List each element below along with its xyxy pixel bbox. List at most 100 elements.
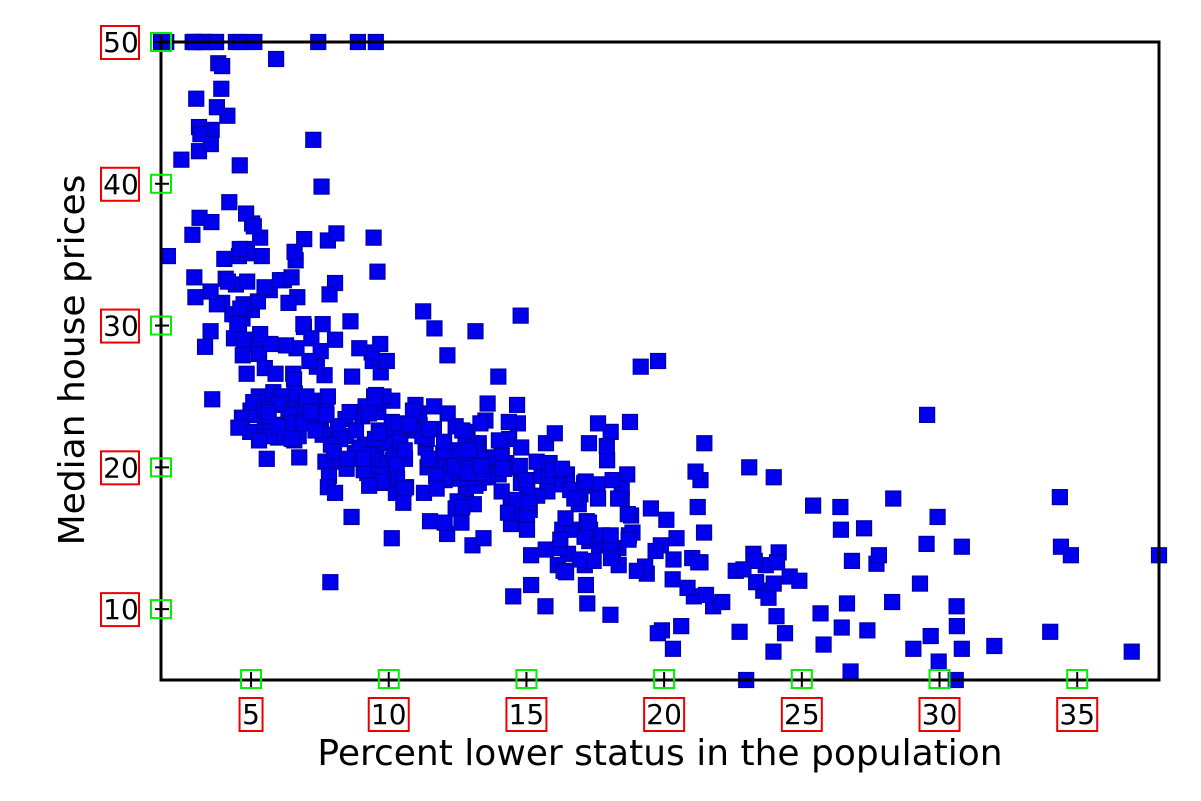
y-tick-label: 20: [103, 451, 139, 484]
data-point-circle: [733, 625, 747, 639]
data-point: [508, 396, 526, 414]
data-point: [186, 269, 203, 286]
data-point-circle: [495, 449, 509, 463]
data-point-circle: [397, 482, 411, 496]
data-point: [187, 289, 204, 306]
data-point-circle: [380, 354, 394, 368]
data-point: [459, 464, 476, 482]
data-point: [229, 316, 246, 333]
data-point-circle: [427, 399, 441, 413]
data-point: [589, 415, 607, 432]
data-point-circle: [215, 59, 229, 73]
data-point: [731, 623, 748, 640]
data-point-circle: [373, 337, 387, 351]
data-point-circle: [352, 341, 366, 355]
data-point-circle: [306, 133, 320, 147]
data-point-circle: [323, 575, 337, 589]
data-point-circle: [343, 405, 357, 419]
data-point-circle: [736, 562, 750, 576]
data-point-circle: [514, 309, 528, 323]
data-point-circle: [987, 639, 1001, 653]
data-point: [396, 442, 413, 459]
data-point: [579, 595, 596, 612]
x-tick-box: [928, 669, 951, 689]
data-point: [523, 547, 540, 564]
data-point: [216, 250, 233, 268]
data-point-circle: [814, 606, 828, 620]
data-point-circle: [691, 555, 705, 569]
data-point: [446, 457, 463, 475]
data-point: [378, 352, 395, 370]
data-point-circle: [185, 228, 199, 242]
data-point-circle: [513, 459, 527, 473]
data-point: [580, 514, 598, 531]
data-point: [1042, 623, 1059, 640]
data-point-circle: [674, 619, 688, 633]
data-point: [776, 625, 794, 642]
data-point: [571, 551, 588, 568]
data-point-circle: [591, 492, 605, 506]
data-point: [479, 395, 496, 412]
data-point-circle: [288, 245, 302, 259]
data-point-circle: [742, 460, 756, 474]
data-point-circle: [321, 389, 335, 403]
data-point-circle: [872, 548, 886, 562]
data-point-circle: [356, 452, 370, 466]
data-point-circle: [767, 470, 781, 484]
data-point-circle: [840, 596, 854, 610]
x-tick-label-box: [505, 697, 548, 732]
data-point: [453, 514, 470, 531]
data-point-circle: [473, 416, 487, 430]
data-point: [328, 225, 345, 242]
data-point-circle: [345, 370, 359, 384]
data-point-circle: [255, 249, 269, 263]
data-point-circle: [699, 588, 713, 602]
data-point: [343, 508, 360, 526]
data-point: [649, 625, 666, 642]
data-point: [610, 490, 627, 507]
data-point: [490, 432, 507, 449]
data-point-circle: [506, 589, 520, 603]
data-point-circle: [240, 367, 254, 381]
data-point: [689, 498, 706, 516]
data-point-circle: [1064, 548, 1078, 562]
data-point-circle: [262, 405, 276, 419]
data-point: [307, 422, 324, 439]
y-tick-box: [150, 32, 172, 52]
data-point-circle: [567, 492, 581, 506]
data-point-circle: [538, 599, 552, 613]
data-point-circle: [390, 457, 404, 471]
data-point-circle: [591, 416, 605, 430]
data-point: [552, 531, 569, 548]
data-point-circle: [285, 432, 299, 446]
data-point: [439, 347, 456, 364]
data-point: [196, 338, 214, 355]
data-point-circle: [510, 398, 524, 412]
data-point-circle: [666, 552, 680, 566]
data-point: [421, 513, 439, 530]
data-point: [768, 608, 785, 625]
data-point-circle: [835, 621, 849, 635]
data-point: [930, 653, 947, 670]
data-point-circle: [221, 275, 235, 289]
data-point-circle: [269, 367, 283, 381]
data-point: [838, 595, 856, 612]
data-point-circle: [222, 195, 236, 209]
data-point: [213, 80, 230, 97]
data-point-circle: [620, 467, 634, 481]
data-point-circle: [885, 595, 899, 609]
data-point-circle: [578, 530, 592, 544]
data-point-circle: [329, 226, 343, 240]
data-point: [344, 368, 361, 385]
data-point: [642, 500, 660, 517]
ticks-layer: 5 10 15 20 25 30 35 10 20 30 40 50: [100, 25, 1099, 732]
data-point-circle: [429, 469, 443, 483]
data-point-circle: [302, 354, 316, 368]
x-tick-label-box: [780, 697, 823, 732]
data-point-circle: [193, 211, 207, 225]
points-layer: [152, 33, 1168, 689]
data-point: [673, 618, 690, 635]
data-point: [415, 303, 432, 320]
data-point: [454, 498, 471, 516]
data-point-circle: [416, 304, 430, 318]
